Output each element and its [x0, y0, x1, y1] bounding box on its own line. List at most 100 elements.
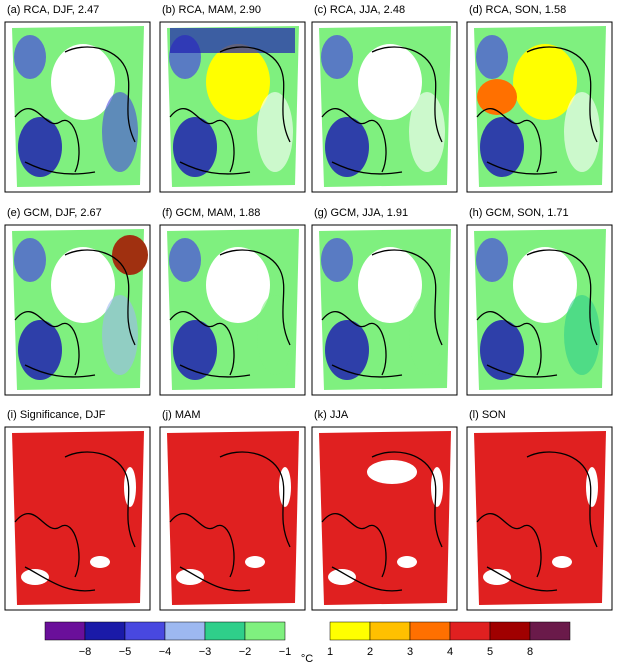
colorbar-label: 3: [407, 646, 413, 658]
map: [311, 224, 458, 396]
map-region: [51, 247, 115, 323]
map-region: [476, 238, 508, 282]
colorbar-label: 5: [487, 646, 493, 658]
panel-title: (g) GCM, JJA, 1.91: [314, 207, 408, 219]
coastline: [14, 46, 136, 175]
panel-title: (b) RCA, MAM, 2.90: [162, 4, 261, 16]
map-region: [51, 44, 115, 120]
map-region: [476, 35, 508, 79]
colorbar-label: −8: [79, 646, 92, 658]
colorbar-swatch: [44, 621, 86, 641]
colorbar-label: −1: [279, 646, 292, 658]
panel-title: (d) RCA, SON, 1.58: [469, 4, 566, 16]
map-region: [564, 92, 600, 172]
map-region: [102, 295, 138, 375]
map-region: [367, 460, 417, 484]
map: [159, 426, 306, 611]
map-region: [112, 235, 148, 275]
panel-title: (j) MAM: [162, 409, 201, 421]
colorbar-swatch: [409, 621, 451, 641]
map: [159, 224, 306, 396]
map-region: [325, 117, 369, 177]
map-region: [321, 35, 353, 79]
map-region: [409, 92, 445, 172]
coastline: [321, 46, 443, 175]
coastline: [476, 249, 598, 378]
map-region: [328, 569, 356, 585]
colorbar-label: −5: [119, 646, 132, 658]
colorbar-label: 8: [527, 646, 533, 658]
map-region: [358, 247, 422, 323]
map-region: [18, 117, 62, 177]
map-field: [12, 431, 144, 605]
map: [4, 426, 151, 611]
colorbar-label: 4: [447, 646, 453, 658]
map-region: [257, 295, 293, 375]
map-field: [319, 431, 451, 605]
map-region: [18, 320, 62, 380]
coastline: [321, 249, 443, 378]
panel-title: (c) RCA, JJA, 2.48: [314, 4, 405, 16]
panel-title: (k) JJA: [314, 409, 349, 421]
colorbar-label: −2: [239, 646, 252, 658]
map: [466, 224, 613, 396]
colorbar-unit: °C: [301, 653, 313, 665]
colorbar-label: 2: [367, 646, 373, 658]
panel-title: (h) GCM, SON, 1.71: [469, 207, 569, 219]
map: [311, 21, 458, 193]
coastline: [14, 249, 136, 378]
map-region: [480, 117, 524, 177]
coastline: [169, 249, 291, 378]
map: [311, 426, 458, 611]
map-region: [245, 556, 265, 568]
map-region: [169, 238, 201, 282]
map: [159, 21, 306, 193]
coastline: [476, 46, 598, 175]
map-region: [397, 556, 417, 568]
map-region: [176, 569, 204, 585]
map-region: [358, 44, 422, 120]
map-region: [477, 79, 517, 115]
map-region: [14, 35, 46, 79]
map-region: [206, 247, 270, 323]
colorbar-swatch: [84, 621, 126, 641]
map-region: [325, 320, 369, 380]
map-field: [167, 431, 299, 605]
map: [4, 21, 151, 193]
map-region: [173, 117, 217, 177]
panel-title: (i) Significance, DJF: [7, 409, 106, 421]
colorbar-swatch: [449, 621, 491, 641]
map-region: [173, 320, 217, 380]
map-region: [14, 238, 46, 282]
map-region: [409, 295, 445, 375]
map-region: [102, 92, 138, 172]
coastline: [321, 451, 443, 592]
map: [4, 224, 151, 396]
colorbar-swatch: [329, 621, 371, 641]
map-region: [90, 556, 110, 568]
map-region: [21, 569, 49, 585]
coastline: [169, 451, 291, 592]
map-region: [513, 44, 577, 120]
colorbar-label: −4: [159, 646, 172, 658]
colorbar-label: 1: [327, 646, 333, 658]
map-field: [474, 431, 606, 605]
map-region: [257, 92, 293, 172]
panel-title: (a) RCA, DJF, 2.47: [7, 4, 99, 16]
coastline: [476, 451, 598, 592]
colorbar-swatch: [529, 621, 571, 641]
map: [466, 21, 613, 193]
colorbar-swatch: [369, 621, 411, 641]
map-region: [321, 238, 353, 282]
map-region: [483, 569, 511, 585]
map-region: [513, 247, 577, 323]
colorbar-swatch: [124, 621, 166, 641]
colorbar-swatch: [204, 621, 246, 641]
panel-title: (e) GCM, DJF, 2.67: [7, 207, 102, 219]
map-region: [206, 44, 270, 120]
colorbar-swatch: [164, 621, 206, 641]
map-region: [552, 556, 572, 568]
map-region: [480, 320, 524, 380]
panel-title: (l) SON: [469, 409, 506, 421]
